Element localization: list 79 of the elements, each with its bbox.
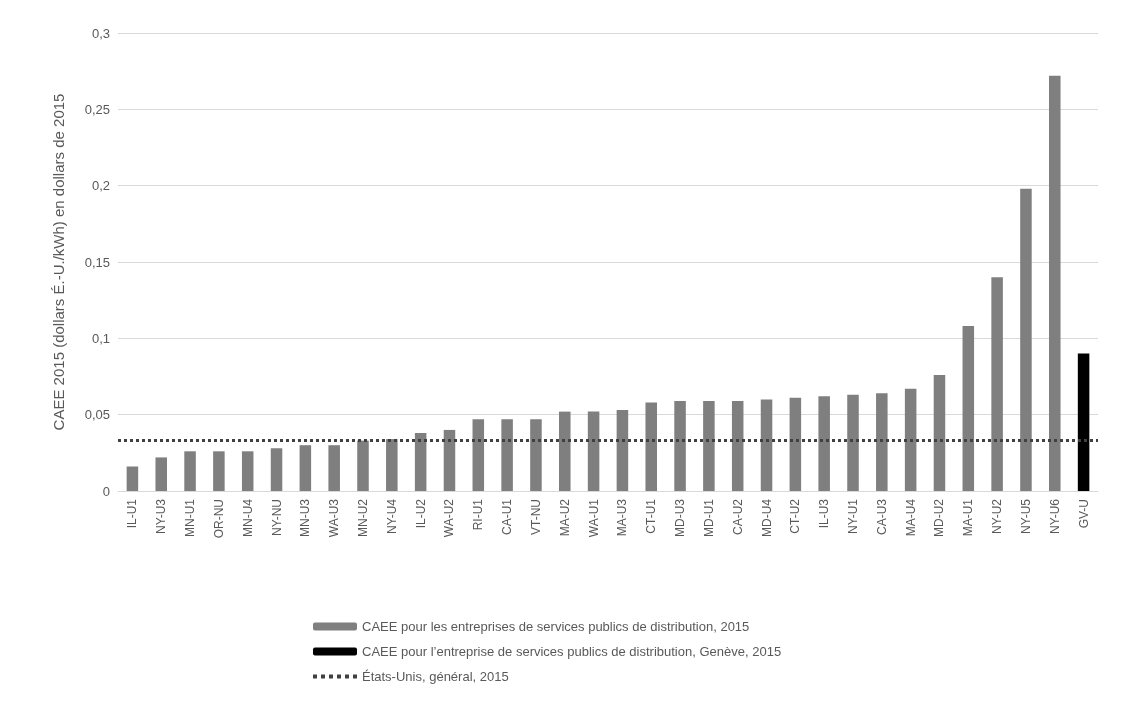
bar [760,399,773,491]
bar [213,451,225,491]
bar [357,440,369,491]
x-tick-label: CA-U1 [500,498,515,536]
bar [674,400,686,491]
x-tick-label: RI-U1 [471,498,486,531]
legend-label: États-Unis, général, 2015 [362,669,509,684]
x-tick-label: MD-U3 [673,498,688,537]
bar [904,388,917,491]
x-tick-label: NY-U4 [384,498,399,534]
x-tick-label: CT-U1 [644,498,659,534]
bar [1077,353,1090,491]
y-tick-label: 0,15 [84,254,110,270]
bar [530,419,542,491]
bar [270,448,283,491]
x-tick-label: IL-U2 [413,498,428,529]
x-tick-label: WA-U1 [586,498,601,538]
y-axis-title: CAEE 2015 (dollars É.-U./kWh) en dollars de 2015 [50,93,67,431]
x-tick-label: MN-U3 [298,498,313,537]
x-tick-label: VT-NU [528,499,543,535]
bar [386,439,398,491]
bar [328,445,340,491]
x-tick-label: CT-U2 [788,498,803,534]
x-tick-label: NY-U6 [1047,498,1062,534]
y-tick-label: 0,25 [84,101,110,117]
x-tick-label: MD-U4 [759,498,774,537]
bar [703,400,715,491]
y-tick-label: 0,1 [91,330,110,346]
x-tick-label: CA-U2 [730,498,745,536]
x-tick-label: NY-U1 [846,498,860,534]
x-tick-label: MA-U3 [615,498,630,537]
legend-label: CAEE pour l’entreprise de services publics de distribution, Genève, 2015 [362,644,782,659]
y-tick-label: 0,3 [91,25,110,41]
x-tick-label: OR-NU [211,499,226,539]
bar [501,419,513,491]
bar [818,396,830,491]
bar [616,410,629,491]
bar [184,451,196,491]
bar [414,432,427,491]
y-tick-label: 0,2 [91,178,110,194]
bar [241,451,254,491]
x-tick-label: MA-U1 [961,498,976,537]
x-tick-label: MD-U1 [701,498,716,537]
bar [155,457,167,491]
bar [933,374,946,491]
x-tick-label: MD-U2 [932,498,947,537]
bar [991,277,1003,491]
bar [789,397,802,491]
bar [472,419,485,491]
x-tick-label: NY-U3 [154,498,169,534]
bar [731,400,744,491]
bar [876,393,888,491]
bar [126,466,139,491]
x-tick-label: NY-U5 [1018,498,1033,534]
legend-label: CAEE pour les entreprises de services publics de distribution, 2015 [362,619,750,634]
x-tick-label: MA-U4 [903,498,918,537]
x-tick-label: MN-U1 [183,498,198,537]
y-tick-label: 0 [102,483,110,499]
bar [587,411,600,491]
bar [299,445,312,491]
x-tick-label: MA-U2 [557,498,572,537]
bar [559,411,571,491]
x-tick-label: WA-U2 [442,498,457,538]
bar [645,402,657,491]
bar [847,394,859,491]
x-tick-label: MN-U4 [240,498,255,537]
x-tick-label: NY-U2 [990,498,1005,534]
x-tick-label: WA-U3 [327,498,342,538]
bar [443,429,456,491]
bar [962,326,975,491]
bar [1049,75,1061,491]
x-tick-label: MN-U2 [356,498,370,537]
x-tick-label: GV-U [1076,499,1091,529]
x-tick-label: IL-U1 [125,498,140,529]
x-tick-label: NY-NU [269,499,284,536]
y-tick-label: 0,05 [84,407,110,423]
x-tick-label: IL-U3 [817,498,832,529]
x-tick-label: CA-U3 [874,498,889,536]
bar [1020,188,1032,491]
